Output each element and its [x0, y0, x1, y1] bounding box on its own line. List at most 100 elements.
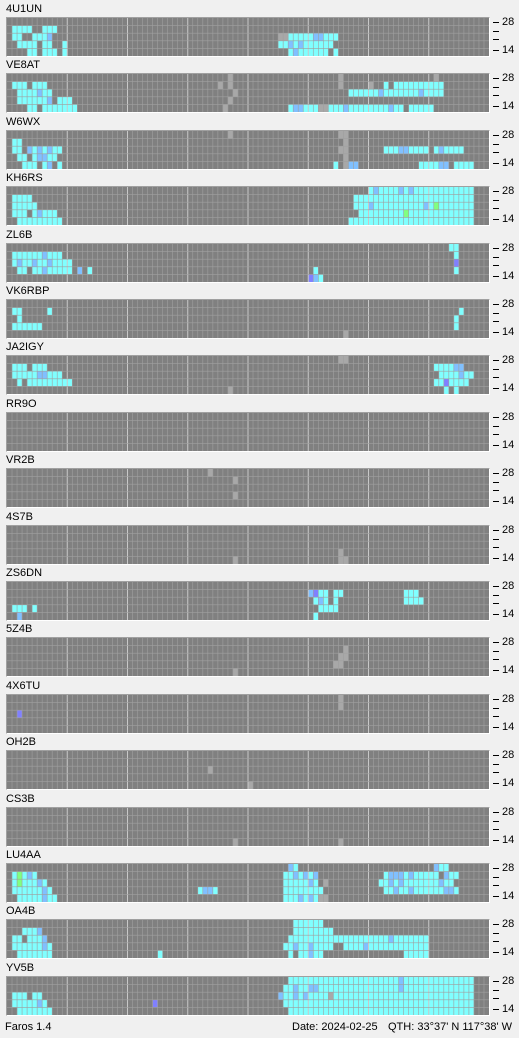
activity-cell	[298, 943, 304, 951]
activity-cell	[17, 307, 23, 316]
activity-cell	[313, 886, 319, 895]
activity-cell	[27, 371, 33, 380]
activity-cell	[37, 379, 43, 387]
activity-cell	[318, 589, 324, 598]
band-scale: 28 14	[490, 919, 519, 959]
activity-cell	[423, 886, 429, 895]
activity-cell	[433, 864, 439, 872]
activity-cell	[62, 97, 68, 105]
beacon-callsign: KH6RS	[6, 172, 43, 185]
band-scale: 28 14	[490, 637, 519, 677]
activity-grid	[6, 637, 490, 678]
activity-cell	[42, 251, 48, 259]
beacon-panel: LU4AA 28 14	[0, 848, 519, 904]
activity-cell	[398, 886, 404, 895]
activity-cell	[47, 48, 53, 56]
activity-cell	[438, 363, 444, 372]
activity-cell	[343, 935, 349, 944]
activity-cell	[428, 976, 434, 985]
activity-cell	[378, 943, 384, 951]
activity-cell	[303, 1007, 309, 1015]
scale-top-label: 28	[502, 354, 515, 367]
band-scale: 28 14	[490, 17, 519, 57]
activity-cell	[318, 976, 324, 985]
activity-cell	[47, 153, 53, 162]
activity-cell	[393, 89, 399, 98]
activity-cell	[293, 33, 299, 41]
scale-bottom-label: 14	[502, 608, 515, 620]
activity-cell	[293, 984, 299, 992]
activity-cell	[308, 950, 314, 959]
activity-cell	[318, 48, 324, 56]
activity-cell	[438, 81, 444, 90]
activity-cell	[32, 991, 38, 1000]
activity-cell	[463, 194, 469, 203]
activity-cell	[17, 991, 23, 1000]
activity-cell	[378, 209, 384, 218]
scale-top-label: 28	[502, 241, 515, 254]
activity-cell	[363, 209, 369, 218]
activity-cell	[468, 202, 474, 210]
activity-cell	[373, 217, 379, 226]
activity-cell	[333, 935, 339, 944]
activity-cell	[157, 950, 163, 959]
activity-cell	[353, 991, 359, 1000]
activity-cell	[423, 145, 429, 154]
activity-grid	[6, 806, 490, 847]
activity-cell	[293, 40, 299, 49]
activity-cell	[298, 40, 304, 49]
activity-cell	[207, 766, 213, 774]
activity-cell	[303, 999, 309, 1008]
activity-cell	[47, 145, 53, 154]
activity-cell	[448, 145, 454, 154]
band-scale: 28 14	[490, 806, 519, 847]
activity-cell	[383, 1007, 389, 1015]
activity-cell	[318, 894, 324, 902]
beacon-callsign: 4X6TU	[6, 679, 41, 692]
activity-cell	[393, 886, 399, 895]
scale-bottom-label: 14	[502, 326, 515, 338]
activity-cell	[22, 999, 28, 1008]
scale-tick	[493, 839, 499, 841]
activity-cell	[17, 258, 23, 267]
activity-cell	[313, 871, 319, 880]
scale-tick	[493, 811, 499, 813]
activity-cell	[42, 33, 48, 41]
activity-cell	[448, 871, 454, 880]
activity-cell	[393, 976, 399, 985]
activity-cell	[47, 886, 53, 895]
activity-cell	[308, 879, 314, 887]
activity-grid	[6, 355, 490, 396]
activity-cell	[278, 40, 284, 49]
activity-cell	[298, 871, 304, 880]
activity-cell	[22, 371, 28, 380]
activity-cell	[398, 943, 404, 951]
activity-cell	[27, 161, 33, 169]
activity-cell	[32, 97, 38, 105]
activity-cell	[17, 315, 23, 323]
band-scale: 28 14	[490, 975, 519, 1016]
scale-tick	[493, 275, 499, 277]
activity-cell	[453, 386, 459, 395]
activity-cell	[423, 943, 429, 951]
activity-cell	[22, 40, 28, 49]
scale-tick	[493, 707, 499, 709]
activity-grid	[6, 73, 490, 114]
activity-cell	[413, 976, 419, 985]
activity-cell	[348, 984, 354, 992]
scale-bottom-label: 14	[502, 777, 515, 790]
activity-cell	[17, 266, 23, 274]
activity-cell	[408, 145, 414, 154]
activity-cell	[343, 1007, 349, 1015]
activity-cell	[363, 89, 369, 98]
activity-cell	[393, 217, 399, 226]
activity-cell	[408, 871, 414, 880]
activity-cell	[293, 935, 299, 944]
activity-cell	[27, 894, 33, 902]
activity-cell	[17, 251, 23, 259]
activity-cell	[408, 597, 414, 605]
app-name: Faros 1.4	[5, 1021, 52, 1033]
activity-cell	[428, 104, 434, 113]
activity-cell	[443, 386, 449, 395]
activity-cell	[463, 991, 469, 1000]
